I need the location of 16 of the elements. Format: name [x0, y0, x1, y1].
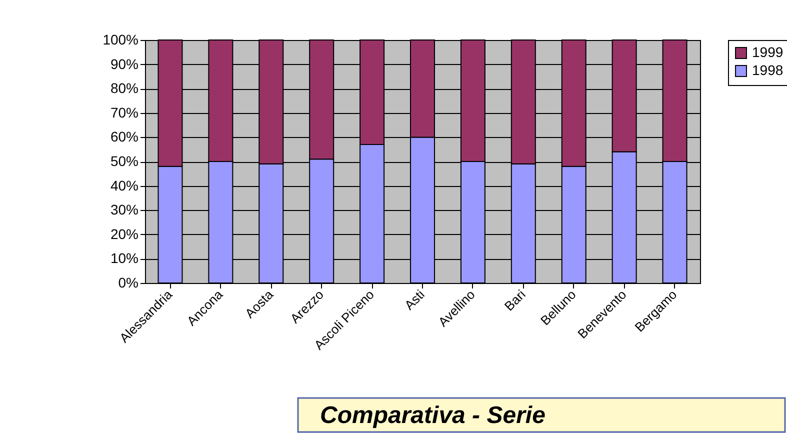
- x-tick-label: Bari: [501, 286, 528, 314]
- y-tick-label: 60%: [110, 128, 138, 145]
- y-tick-label: 40%: [110, 177, 138, 194]
- y-tick-label: 0%: [118, 274, 138, 290]
- y-tick-label: 10%: [110, 250, 138, 266]
- y-tick-label: 50%: [110, 153, 138, 169]
- y-tick-label: 70%: [110, 104, 138, 120]
- y-tick-label: 30%: [110, 202, 138, 218]
- legend-label: 1999: [752, 44, 784, 60]
- legend-label: 1998: [752, 62, 784, 78]
- y-tick-label: 100%: [102, 32, 138, 48]
- y-tick-label: 80%: [110, 80, 138, 96]
- y-tick-label: 20%: [110, 226, 138, 242]
- y-tick-label: 90%: [110, 56, 138, 72]
- x-tick-label: Asti: [402, 286, 428, 313]
- text: Comparativa - Serie: [320, 402, 546, 429]
